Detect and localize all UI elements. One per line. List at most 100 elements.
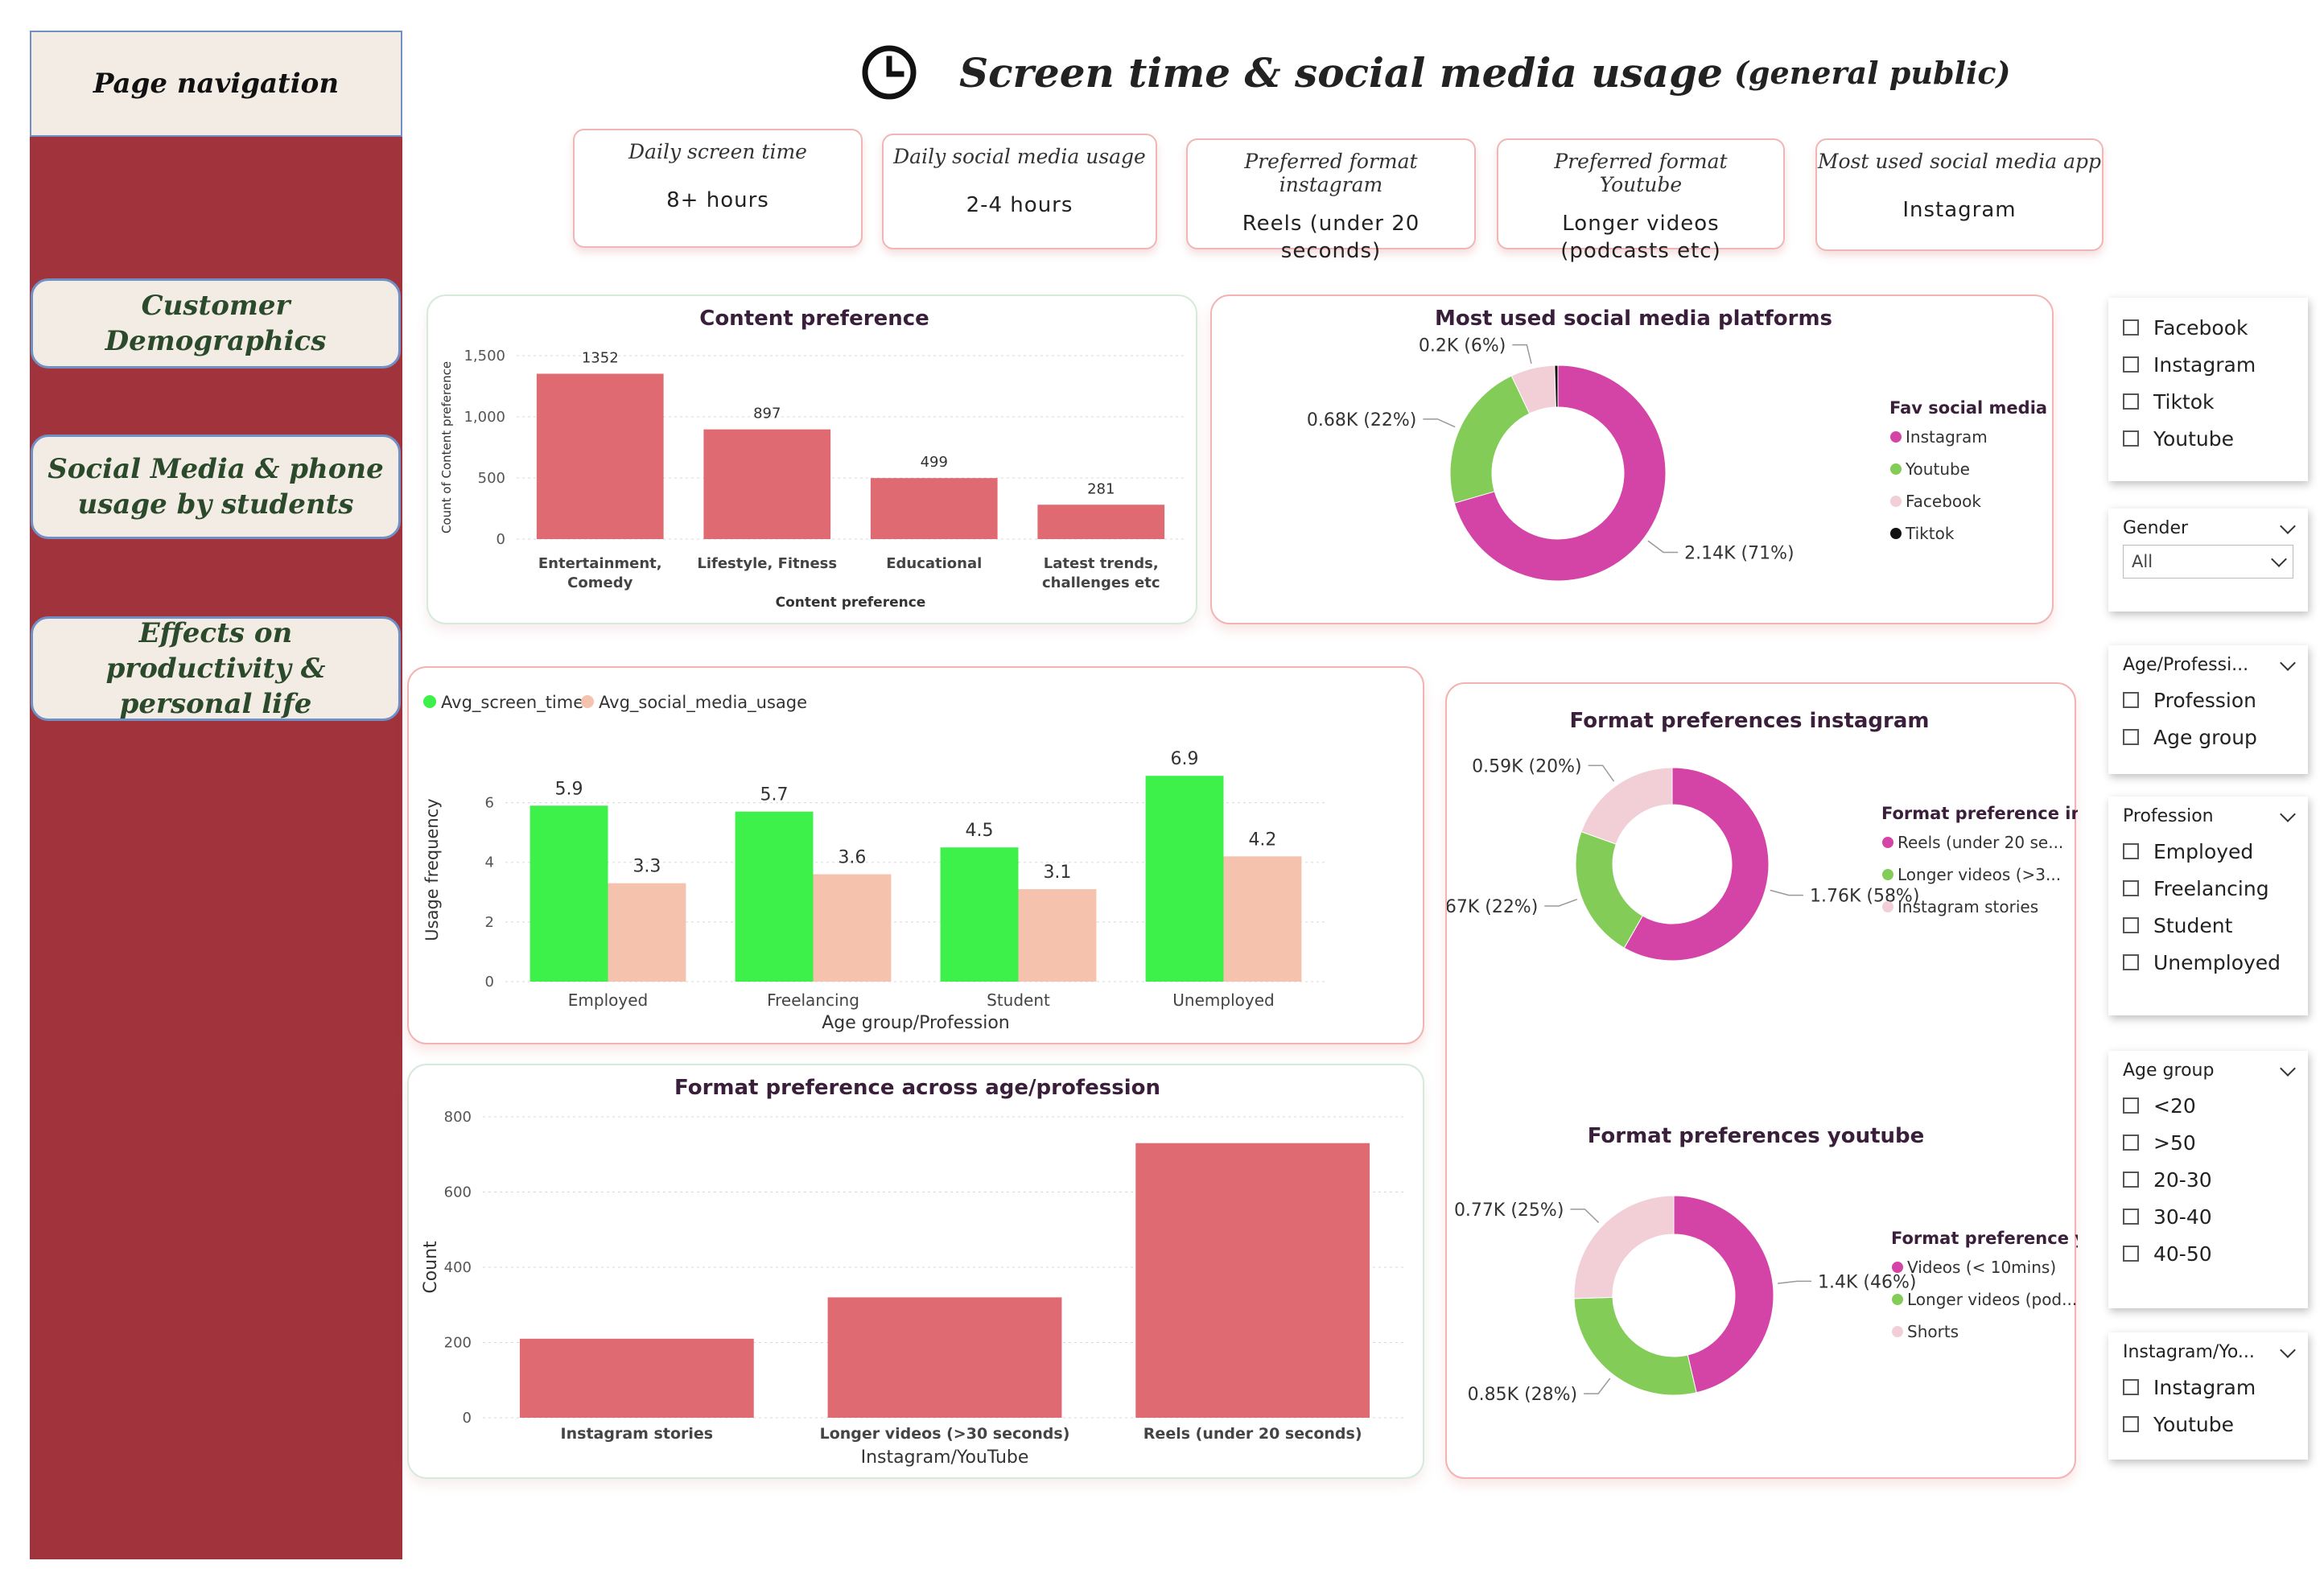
slicer-option[interactable]: Profession [2123,682,2293,719]
slicer-option[interactable]: 20-30 [2123,1161,2293,1198]
nav-customer-demographics-button[interactable]: Customer Demographics [31,278,401,369]
nav-productivity-effects-button[interactable]: Effects on productivity & personal life [31,616,401,721]
leader-line [1778,1280,1811,1284]
checkbox[interactable] [2123,843,2139,859]
slicer-option[interactable]: Student [2123,907,2293,944]
title-main: Screen time & social media usage [959,48,1723,97]
checkbox[interactable] [2123,1209,2139,1225]
checkbox[interactable] [2123,356,2139,373]
slicer-option[interactable]: Youtube [2123,420,2293,457]
checkbox[interactable] [2123,729,2139,745]
slicer-option[interactable]: 40-50 [2123,1235,2293,1272]
y-tick-label: 600 [444,1184,472,1201]
chevron-down-icon[interactable] [2280,517,2296,534]
bar [827,1297,1062,1418]
leader-line [1584,1378,1611,1394]
checkbox[interactable] [2123,917,2139,933]
leader-line [1423,418,1456,428]
legend-marker [581,695,594,708]
slicer-option[interactable]: Instagram [2123,1369,2293,1406]
legend-marker [1890,496,1902,507]
data-label: 3.1 [1043,863,1071,883]
profession-slicer: Profession Employed Freelancing Student … [2108,797,2308,1015]
x-axis-label: Age group/Profession [822,1013,1009,1033]
legend-marker [1892,1262,1903,1273]
legend-marker [423,695,436,708]
chart-title: Most used social media platforms [1435,307,1832,331]
slicer-option[interactable]: Age group [2123,719,2293,756]
slicer-option[interactable]: 30-40 [2123,1198,2293,1235]
checkbox[interactable] [2123,1379,2139,1395]
slice-label: 1.4K (46%) [1818,1272,1916,1292]
bar [813,874,892,982]
chart-title: Format preference across age/profession [674,1076,1160,1100]
chevron-down-icon[interactable] [2280,1341,2296,1358]
slicer-option[interactable]: Facebook [2123,309,2293,346]
chevron-down-icon[interactable] [2280,805,2296,822]
nav-social-media-students-button[interactable]: Social Media & phone usage by students [31,434,401,539]
slicer-option[interactable]: Unemployed [2123,944,2293,981]
legend-item: Longer videos (pod... [1907,1290,2077,1309]
bar [940,847,1019,982]
donut-slice [1449,375,1531,504]
y-tick-label: 800 [444,1109,472,1126]
y-tick-label: 2 [485,914,494,931]
checkbox[interactable] [2123,692,2139,708]
kpi-most-used-app: Most used social media app Instagram [1815,138,2104,251]
legend-marker [1892,1294,1903,1305]
y-axis-label: Usage frequency [422,798,442,941]
checkbox[interactable] [2123,430,2139,447]
checkbox[interactable] [2123,1172,2139,1188]
y-tick-label: 1,500 [464,348,505,364]
slice-label: 2.14K (71%) [1684,544,1794,564]
x-axis-label: Content preference [776,595,926,611]
checkbox[interactable] [2123,393,2139,410]
slicer-option[interactable]: Instagram [2123,346,2293,383]
slicer-option[interactable]: Freelancing [2123,870,2293,907]
slicer-option[interactable]: Youtube [2123,1406,2293,1443]
checkbox[interactable] [2123,880,2139,896]
bar [870,478,998,539]
donut-slice [1623,767,1770,962]
legend-marker [1890,463,1902,475]
kpi-daily-social-media-usage: Daily social media usage 2-4 hours [882,134,1157,249]
checkbox[interactable] [2123,1416,2139,1432]
chevron-down-icon[interactable] [2280,1060,2296,1077]
content-preference-chart: Content preference 0 500 1,000 1,500 1352 Ente… [439,307,1185,611]
usage-panel: 0 2 4 6 5.9 3.3 Employed 5.7 3.6 Freelancing 4.5 3.… [407,666,1424,1044]
x-category-label: Student [987,990,1050,1010]
dropdown-value: All [2132,552,2153,571]
slicer-option[interactable]: Tiktok [2123,383,2293,420]
kpi-preferred-format-youtube: Preferred format Youtube Longer videos (… [1497,138,1785,263]
kpi-label: Daily social media usage [893,145,1146,168]
checkbox[interactable] [2123,1135,2139,1151]
legend-item: Tiktok [1905,524,1955,543]
checkbox[interactable] [2123,1246,2139,1262]
slicer-option[interactable]: <20 [2123,1087,2293,1124]
x-category-label: Latest trends, [1044,555,1159,572]
option-label: Freelancing [2153,876,2269,900]
legend-marker [1882,869,1893,880]
checkbox[interactable] [2123,1097,2139,1114]
bar [703,429,831,539]
slicer-option[interactable]: Employed [2123,833,2293,870]
title-subtitle: (general public) [1733,54,2011,91]
data-label: 5.7 [760,785,789,805]
chevron-down-icon[interactable] [2280,654,2296,671]
kpi-daily-screen-time: Daily screen time 8+ hours [573,129,863,248]
x-category-label: Freelancing [767,990,859,1010]
data-label: 6.9 [1171,749,1199,769]
platforms-panel: Most used social media platforms 2.14K (7… [1210,294,2054,624]
legend-marker [1890,431,1902,443]
x-axis-label: Instagram/YouTube [861,1448,1029,1468]
slicer-option[interactable]: >50 [2123,1124,2293,1161]
checkbox[interactable] [2123,319,2139,336]
kpi-value: 2-4 hours [966,193,1073,217]
gender-dropdown[interactable]: All [2123,545,2293,579]
checkbox[interactable] [2123,954,2139,970]
option-label: Youtube [2153,426,2234,451]
data-label: 1352 [582,349,619,366]
option-label: <20 [2153,1093,2196,1118]
legend-item: Reels (under 20 se... [1898,833,2063,852]
x-category-label: Longer videos (>30 seconds) [820,1425,1070,1443]
